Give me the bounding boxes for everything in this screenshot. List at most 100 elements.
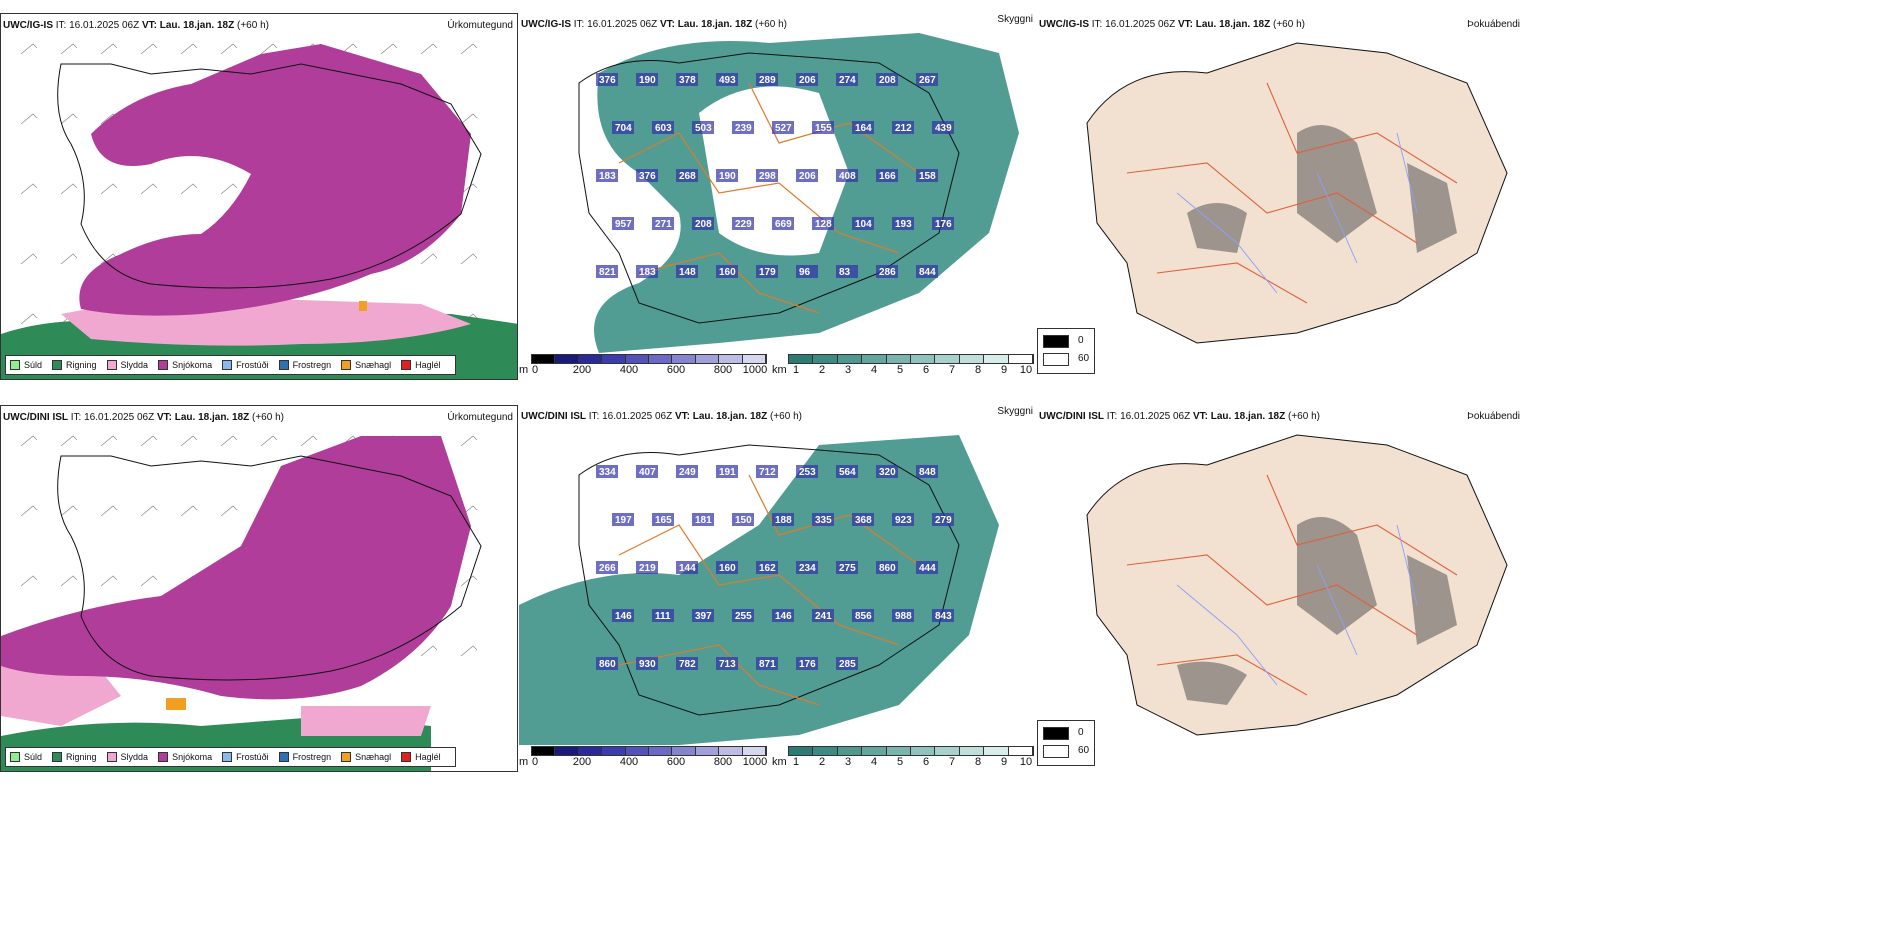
cloudbase-color-1 [555, 747, 579, 755]
cloudbase-spot [756, 657, 778, 670]
vis-color-2 [837, 355, 863, 363]
vis-tick: 1 [792, 756, 800, 768]
legend-item-graupel: Snæhagl [341, 752, 391, 762]
cloudbase-label: 334 [599, 467, 616, 478]
cloudbase-spot [636, 561, 658, 574]
legend-swatch [158, 360, 169, 370]
cb-tick: 400 [619, 756, 639, 768]
cloudbase-label: 160 [719, 267, 736, 278]
cloudbase-label: 713 [719, 659, 736, 670]
cloudbase-label: 289 [759, 75, 776, 86]
legend-item-rain: Rigning [52, 360, 97, 370]
cloudbase-spot [796, 561, 818, 574]
vis-color-0 [789, 355, 814, 363]
cloudbase-spot [836, 265, 858, 278]
clear-area [599, 442, 719, 545]
cloudbase-label: 669 [775, 219, 792, 230]
vis-tick: 6 [922, 756, 930, 768]
cloudbase-spot [716, 73, 738, 86]
fog-indicator-panel-2: UWC/DINI ISL IT: 16.01.2025 06Z VT: Lau.… [1037, 405, 1900, 772]
cloudbase-spot [596, 465, 618, 478]
cloudbase-label: 144 [679, 563, 696, 574]
cloudbase-spot [596, 73, 618, 86]
cloudbase-label: 712 [759, 467, 776, 478]
cloudbase-label: 860 [599, 659, 616, 670]
cloudbase-spot [932, 121, 954, 134]
cloudbase-label: 208 [695, 219, 712, 230]
cloudbase-label: 285 [839, 659, 856, 670]
vis-color-8 [984, 355, 1009, 363]
cloudbase-spot [892, 609, 914, 622]
cloudbase-label: 503 [695, 123, 712, 134]
fog-legend-swatch-60 [1043, 745, 1069, 758]
visibility-colorbar-strip [788, 354, 1034, 364]
cloudbase-spot [676, 465, 698, 478]
cloudbase-color-5 [648, 747, 673, 755]
legend-item-freezing-rain: Frostregn [278, 752, 331, 762]
vis-tick: 9 [1000, 756, 1008, 768]
sleet-area [1, 646, 431, 736]
vis-tick: 6 [922, 364, 930, 376]
cloudbase-spot [772, 121, 794, 134]
cb-tick: 600 [666, 364, 686, 376]
cloudbase-label: 255 [735, 611, 752, 622]
cloudbase-label: 158 [919, 171, 936, 182]
cloudbase-label: 930 [639, 659, 656, 670]
cb-tick: 600 [666, 756, 686, 768]
cloudbase-color-7 [695, 355, 720, 363]
cloudbase-spot [932, 513, 954, 526]
snow-area [79, 44, 471, 316]
vis-tick: 10 [1019, 364, 1033, 376]
cloudbase-spot [636, 73, 658, 86]
cloudbase-spot [852, 609, 874, 622]
cloudbase-label: 148 [679, 267, 696, 278]
cb-tick: 0 [531, 364, 539, 376]
cloudbase-label: 564 [839, 467, 856, 478]
cloudbase-label: 206 [799, 75, 816, 86]
fog-legend-swatch-0 [1043, 335, 1069, 348]
cloudbase-visibility-panel-2: UWC/DINI ISL IT: 16.01.2025 06Z VT: Lau.… [519, 405, 1035, 772]
cloudbase-spot [636, 265, 658, 278]
cloudbase-label: 183 [639, 267, 656, 278]
cloudbase-spot [652, 513, 674, 526]
cloudbase-color-3 [602, 355, 626, 363]
legend-item-snow: Snjókoma [158, 360, 212, 370]
cloudbase-spot [876, 169, 898, 182]
cloudbase-spot [716, 169, 738, 182]
cloudbase-label: 408 [839, 171, 856, 182]
fog-legend-swatch-0 [1043, 727, 1069, 740]
legend-swatch [52, 752, 63, 762]
panel-title-fog-2: UWC/DINI ISL IT: 16.01.2025 06Z VT: Lau.… [1039, 411, 1320, 422]
cloudbase-spot [676, 657, 698, 670]
cloudbase-spot [676, 265, 698, 278]
vis-color-1 [813, 355, 838, 363]
cloudbase-colorbar-1: m 0 200 400 600 800 1000 [519, 354, 769, 376]
cloudbase-spot [812, 513, 834, 526]
cloudbase-spot [836, 465, 858, 478]
cloudbase-spot [916, 561, 938, 574]
legend-item-snow: Snjókoma [158, 752, 212, 762]
cloudbase-color-3 [602, 747, 626, 755]
cloudbase-spot [836, 561, 858, 574]
precip-type-panel-1: UWC/IG-IS IT: 16.01.2025 06Z VT: Lau. 18… [0, 13, 518, 380]
fog-label-2: Þokuábendi [1467, 411, 1520, 422]
vis-color-8 [984, 747, 1009, 755]
cloudbase-spot [652, 217, 674, 230]
cloudbase-label: 856 [855, 611, 872, 622]
cloudbase-color-4 [625, 355, 649, 363]
cb-tick: 1000 [742, 364, 768, 376]
vis-color-6 [935, 355, 960, 363]
cloudbase-label: 193 [895, 219, 912, 230]
cloudbase-label: 162 [759, 563, 776, 574]
legend-swatch [10, 360, 20, 370]
cloudbase-spot [772, 513, 794, 526]
cloudbase-spot [796, 657, 818, 670]
legend-item-freezing-drizzle: Frostúði [222, 752, 269, 762]
cb-tick: 200 [572, 756, 592, 768]
cloudbase-label: 821 [599, 267, 616, 278]
legend-swatch [341, 752, 352, 762]
roads [1126, 474, 1458, 696]
vis-tick: 2 [818, 756, 826, 768]
vis-color-9 [1008, 355, 1033, 363]
cloudbase-label: 335 [815, 515, 832, 526]
